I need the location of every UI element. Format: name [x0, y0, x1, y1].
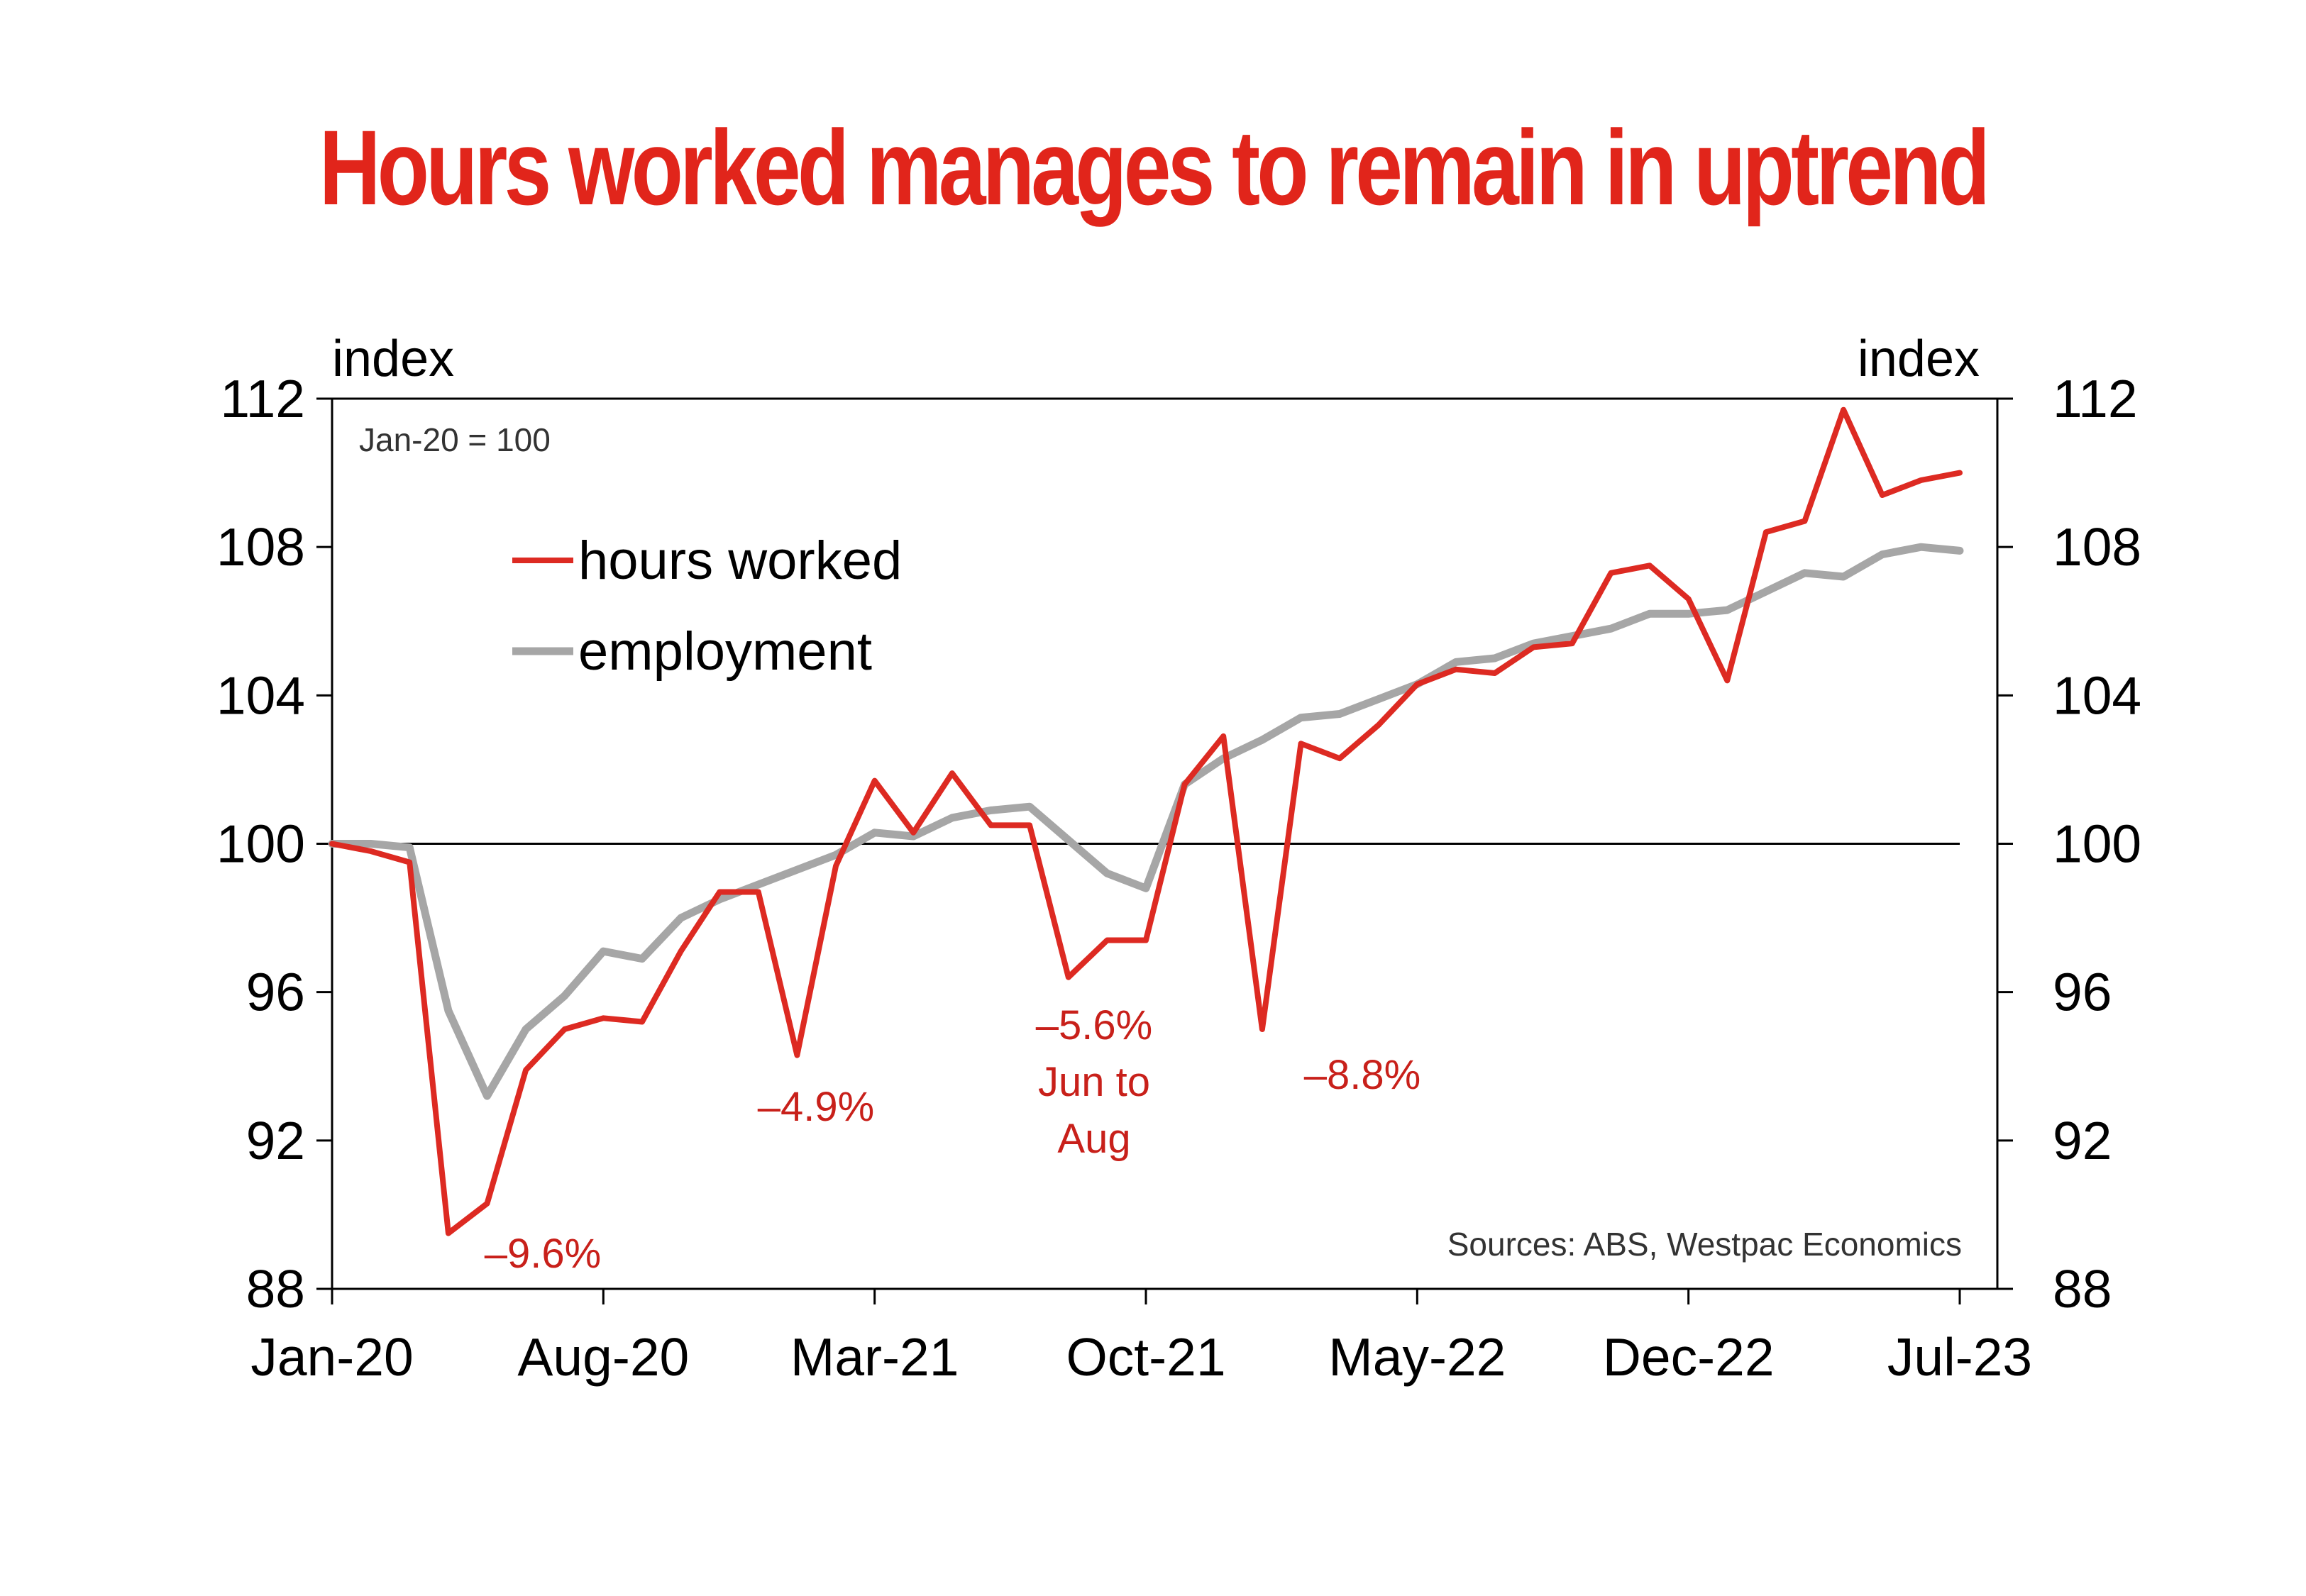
chart-title: Hours worked manages to remain in uptren…: [319, 108, 1990, 227]
x-tick-label: Jan-20: [250, 1327, 413, 1387]
annotation-label: –8.8%: [1304, 1052, 1420, 1098]
series-line-hours-worked: [329, 406, 1963, 1236]
annotation-line: Jun to: [1038, 1059, 1150, 1105]
x-tick-label: Oct-21: [1066, 1327, 1225, 1387]
y-axis-left: 88 92 96 100 104 108 112: [216, 369, 332, 1319]
base-note: Jan-20 = 100: [359, 421, 551, 458]
annotation-label: –4.9%: [758, 1084, 874, 1130]
annotation-line: Aug: [1057, 1116, 1130, 1162]
y-right-tick-label: 96: [2053, 963, 2112, 1022]
x-tick-label: May-22: [1328, 1327, 1506, 1387]
x-tick-label: Jul-23: [1887, 1327, 2032, 1387]
y-left-tick-label: 104: [216, 665, 305, 725]
x-axis: Jan-20 Aug-20 Mar-21 Oct-21 May-22 Dec-22 Jul-…: [250, 1289, 2032, 1387]
y-right-tick-label: 104: [2053, 665, 2141, 725]
y-left-tick-label: 108: [216, 517, 305, 577]
x-tick-label: Mar-21: [790, 1327, 959, 1387]
annotation-line: –5.6%: [1036, 1002, 1152, 1048]
legend-label-employment: employment: [578, 621, 872, 682]
annotation-label: –9.6%: [485, 1231, 601, 1277]
annotation-line: –4.9%: [758, 1084, 874, 1130]
y-left-tick-label: 92: [246, 1111, 305, 1170]
y-left-tick-label: 100: [216, 814, 305, 874]
x-tick-label: Aug-20: [517, 1327, 689, 1387]
y-left-tick-label: 96: [246, 963, 305, 1022]
x-tick-label: Dec-22: [1603, 1327, 1775, 1387]
y-right-tick-label: 112: [2053, 369, 2138, 428]
y-right-tick-label: 88: [2053, 1259, 2112, 1319]
y-right-tick-label: 100: [2053, 814, 2141, 874]
source-note: Sources: ABS, Westpac Economics: [1447, 1226, 1962, 1263]
series-group: [328, 406, 1964, 1236]
y-left-tick-label: 112: [220, 369, 305, 428]
y-axis-right: 88 92 96 100 104 108 112: [1997, 369, 2141, 1319]
legend: hours worked employment: [512, 531, 902, 682]
annotations: –9.6% –4.9% –5.6% Jun to Aug –8.8%: [485, 1002, 1420, 1277]
series-line-employment: [328, 543, 1964, 1100]
annotation-label: –5.6% Jun to Aug: [1036, 1002, 1152, 1162]
y-left-tick-label: 88: [246, 1259, 305, 1319]
annotation-line: –9.6%: [485, 1231, 601, 1277]
y-axis-right-unit: index: [1858, 331, 1980, 387]
y-right-tick-label: 92: [2053, 1111, 2112, 1170]
annotation-line: –8.8%: [1304, 1052, 1420, 1098]
y-axis-left-unit: index: [332, 331, 454, 387]
legend-label-hours-worked: hours worked: [578, 531, 902, 591]
y-right-tick-label: 108: [2053, 517, 2141, 577]
